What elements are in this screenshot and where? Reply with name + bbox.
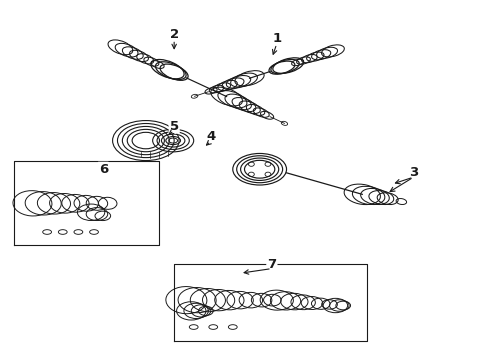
Text: 7: 7 bbox=[268, 258, 276, 271]
Text: 1: 1 bbox=[272, 32, 281, 45]
Text: 5: 5 bbox=[170, 120, 179, 133]
Text: 6: 6 bbox=[98, 163, 108, 176]
Text: 3: 3 bbox=[409, 166, 418, 179]
Text: 2: 2 bbox=[170, 28, 179, 41]
Text: 4: 4 bbox=[206, 130, 216, 144]
